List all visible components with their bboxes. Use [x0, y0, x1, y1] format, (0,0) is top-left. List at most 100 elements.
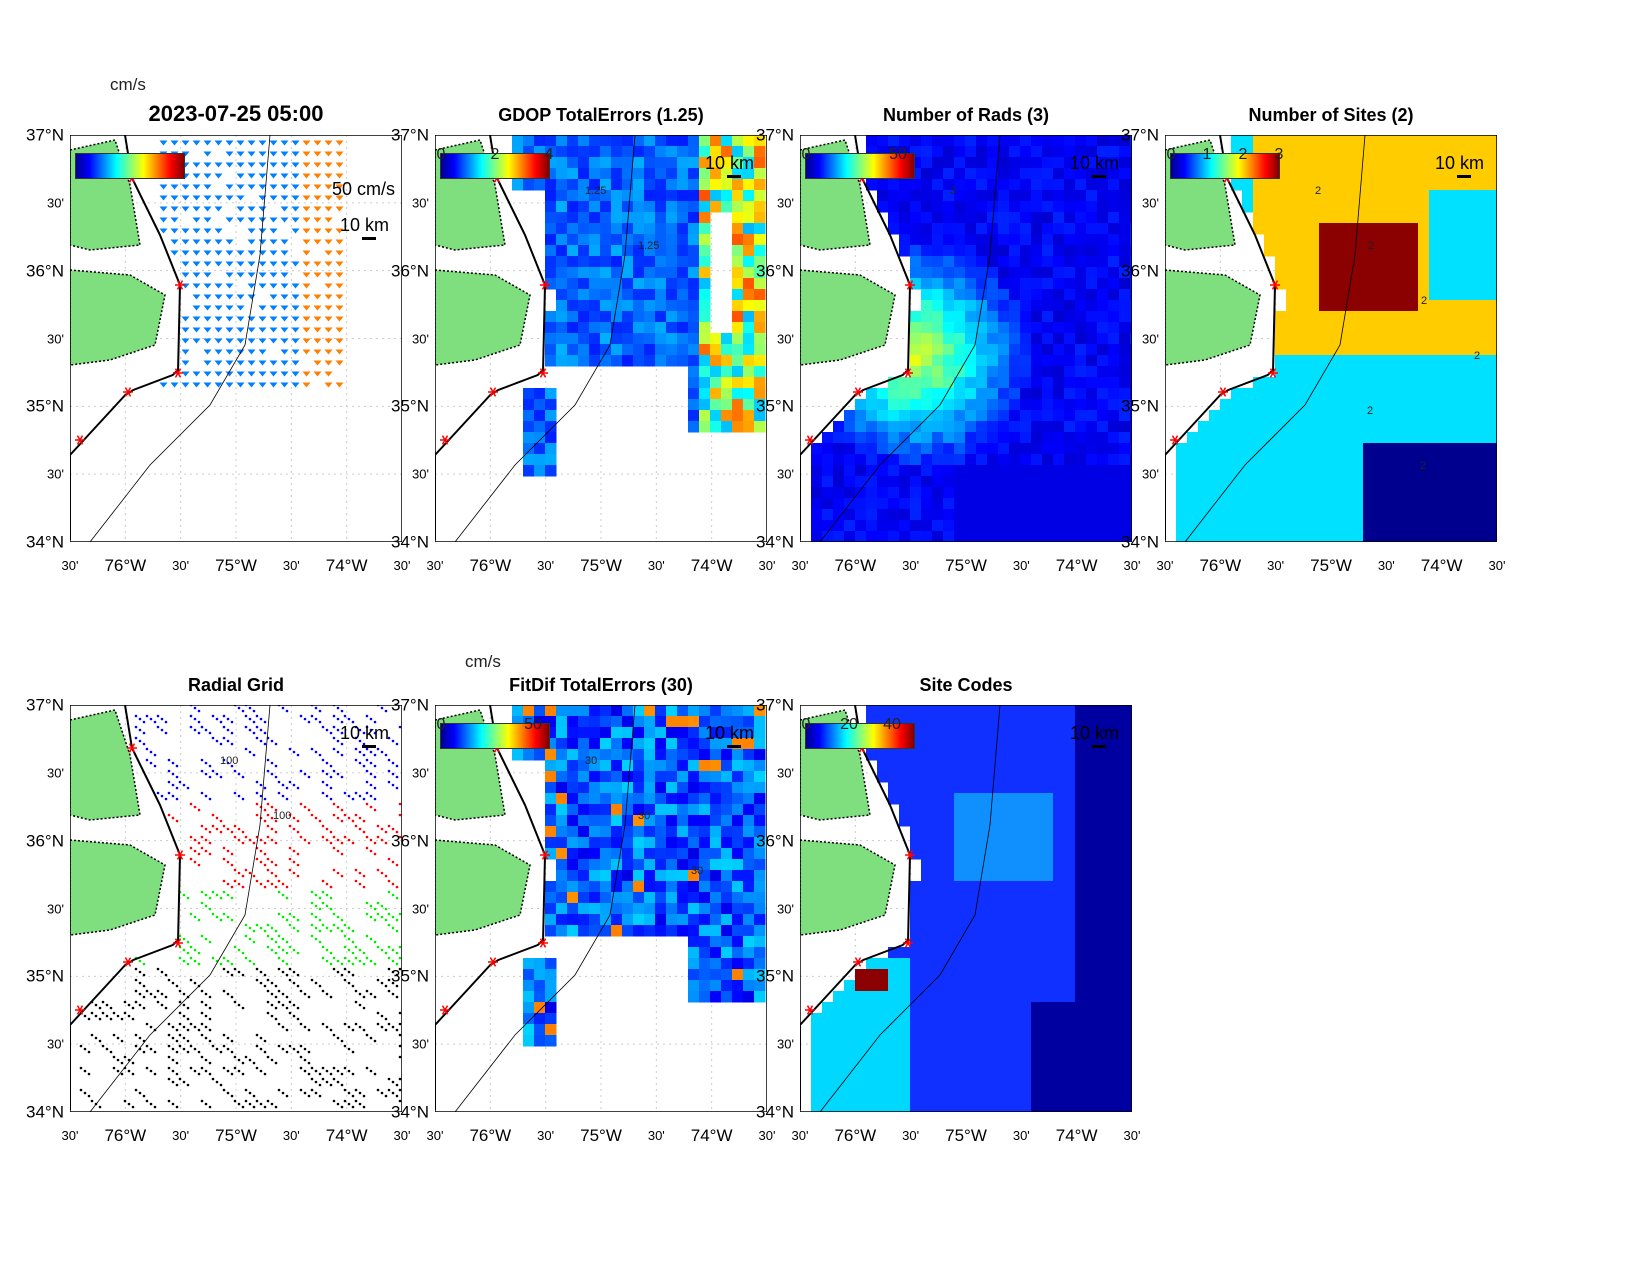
current-vector	[170, 195, 179, 201]
units-label: cm/s	[465, 652, 501, 671]
current-vector	[291, 316, 300, 322]
x-tick-label: 75°W	[215, 1126, 257, 1145]
map-plot	[435, 705, 767, 1112]
radar-site-marker	[127, 743, 137, 753]
current-vector	[181, 228, 190, 234]
current-vector	[258, 173, 267, 179]
current-vector	[192, 327, 201, 333]
map-plot	[1165, 135, 1497, 542]
y-tick-label: 37°N	[26, 695, 64, 715]
current-vector	[258, 151, 267, 157]
y-tick-label: 34°N	[1121, 532, 1159, 552]
current-vector	[236, 272, 245, 278]
y-tick-label: 36°N	[1121, 261, 1159, 281]
current-vector	[258, 217, 267, 223]
current-vector	[181, 360, 190, 366]
current-vector	[236, 162, 245, 168]
x-tick-label: 30'	[393, 558, 411, 573]
current-vector	[192, 338, 201, 344]
current-vector	[181, 206, 190, 212]
current-vector	[225, 316, 234, 322]
current-vector	[258, 338, 267, 344]
current-vector	[203, 151, 212, 157]
current-vector	[192, 195, 201, 201]
current-vector	[324, 327, 333, 333]
current-vector	[192, 371, 201, 377]
current-vector	[335, 173, 344, 179]
current-vector	[236, 294, 245, 300]
map-plot	[70, 705, 402, 1112]
radar-site-marker	[903, 368, 913, 378]
coastline	[435, 135, 547, 540]
current-vector	[269, 184, 278, 190]
radar-site-marker	[440, 435, 450, 445]
current-vector	[192, 140, 201, 146]
current-vector	[324, 272, 333, 278]
current-vector	[335, 272, 344, 278]
y-tick-label: 37°N	[391, 695, 429, 715]
y-tick-label: 36°N	[26, 831, 64, 851]
y-tick-label: 30'	[777, 1036, 794, 1052]
current-vector	[302, 283, 311, 289]
current-vector	[203, 184, 212, 190]
current-vector	[280, 294, 289, 300]
x-tick-label: 30'	[1488, 558, 1506, 573]
current-vector	[280, 151, 289, 157]
x-tick-label: 30'	[393, 1128, 411, 1143]
current-vector	[269, 316, 278, 322]
colorbar	[75, 153, 185, 179]
radar-site-marker	[1170, 435, 1180, 445]
scale-label: 10 km	[1435, 153, 1485, 173]
current-vector	[302, 382, 311, 388]
current-vector	[258, 371, 267, 377]
current-vector	[291, 140, 300, 146]
current-vector	[335, 283, 344, 289]
current-vector	[313, 206, 322, 212]
current-vector	[192, 382, 201, 388]
current-vector	[236, 338, 245, 344]
current-vector	[280, 327, 289, 333]
x-tick-label: 75°W	[945, 1126, 987, 1145]
x-tick-label: 76°W	[1199, 556, 1242, 575]
x-tick-label: 30'	[791, 1128, 809, 1143]
current-vector	[214, 250, 223, 256]
y-tick-label: 35°N	[756, 966, 794, 986]
y-tick-label: 30'	[47, 765, 64, 781]
current-vector	[236, 184, 245, 190]
current-vector	[313, 151, 322, 157]
scale-bar	[727, 745, 741, 748]
current-vector	[324, 140, 333, 146]
current-vector	[258, 162, 267, 168]
y-tick-label: 30'	[1142, 195, 1159, 211]
current-vector	[258, 261, 267, 267]
current-vector	[313, 239, 322, 245]
x-tick-label: 75°W	[215, 556, 257, 575]
current-vector	[192, 316, 201, 322]
coastline	[800, 135, 912, 540]
current-vector	[203, 316, 212, 322]
current-vector	[214, 305, 223, 311]
radar-site-marker	[538, 368, 548, 378]
colorbar: 0 50	[437, 716, 550, 749]
x-tick-label: 30'	[791, 558, 809, 573]
current-vector	[335, 349, 344, 355]
current-vector	[170, 250, 179, 256]
contour-label: 1.25	[638, 240, 660, 252]
current-vector	[236, 261, 245, 267]
radar-site-marker	[1268, 368, 1278, 378]
current-vector	[302, 272, 311, 278]
current-vector	[291, 371, 300, 377]
current-vector	[291, 184, 300, 190]
current-vector	[269, 173, 278, 179]
radar-site-marker	[540, 280, 550, 290]
current-vector	[247, 206, 256, 212]
current-vector	[192, 162, 201, 168]
coastline	[1165, 135, 1277, 540]
current-vector	[181, 239, 190, 245]
current-vector	[291, 206, 300, 212]
current-vector	[291, 305, 300, 311]
panel-title: FitDif TotalErrors (30)	[509, 675, 693, 695]
y-tick-label: 30'	[777, 466, 794, 482]
current-vector	[192, 228, 201, 234]
